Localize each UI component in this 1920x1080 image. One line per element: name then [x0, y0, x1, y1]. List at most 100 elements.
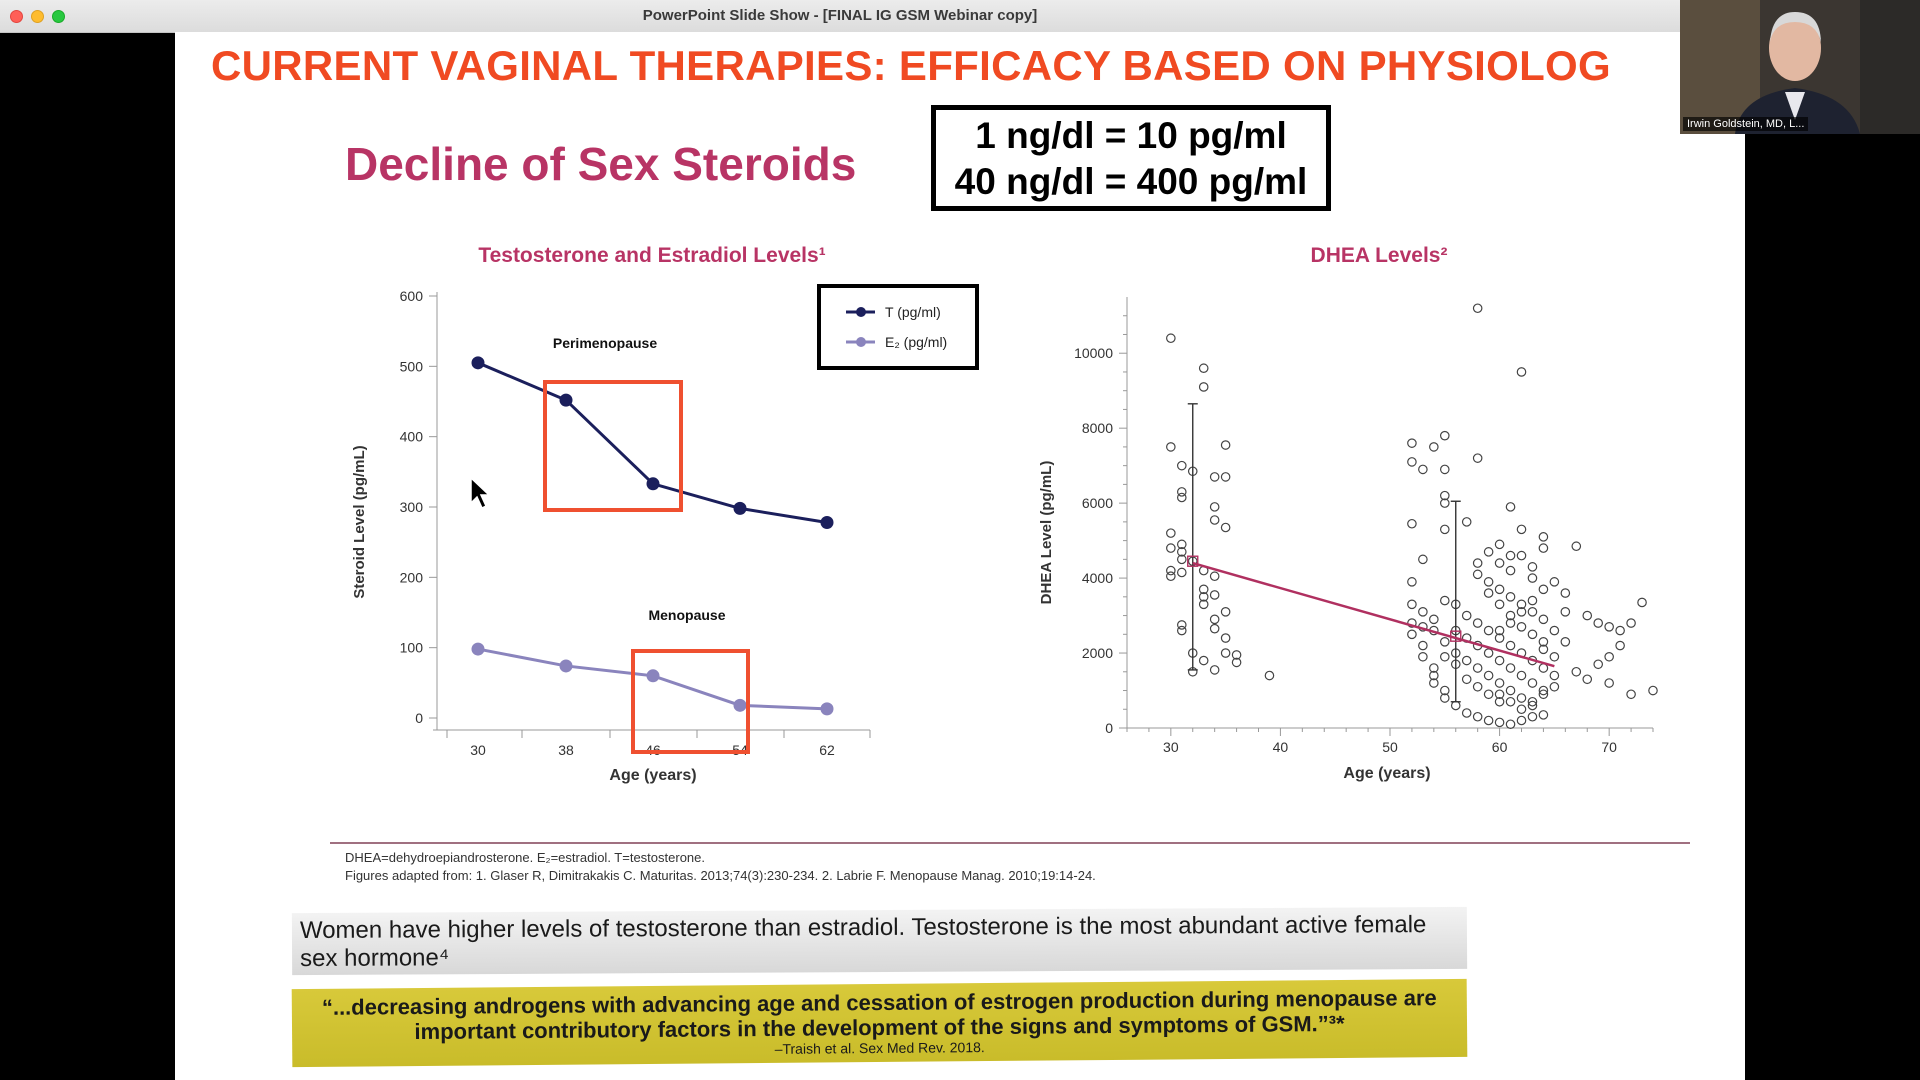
dhea-data-point: [1505, 663, 1516, 673]
dhea-data-point: [1494, 655, 1505, 666]
dhea-data-point: [1516, 704, 1527, 715]
chart2-y-axis-label: DHEA Level (pg/mL): [1038, 461, 1055, 605]
dhea-data-point: [1439, 685, 1450, 696]
chart1-series-line-t: [477, 361, 828, 524]
dhea-data-point: [1538, 689, 1549, 700]
dhea-data-point: [1516, 607, 1527, 617]
chart1-point-t: [733, 501, 747, 515]
chart2-x-tick-label: 40: [1273, 739, 1289, 755]
dhea-data-point: [1527, 595, 1538, 606]
chart1-x-tick-label: 62: [819, 742, 835, 758]
dhea-data-point: [1527, 696, 1538, 707]
dhea-data-point: [1560, 607, 1571, 617]
dhea-data-point: [1429, 442, 1439, 452]
chart2-x-tick-label: 60: [1492, 739, 1508, 755]
chart1-point-e2: [471, 642, 485, 656]
chart2-title: DHEA Levels²: [1311, 244, 1448, 267]
dhea-data-point: [1538, 644, 1549, 655]
dhea-data-point: [1505, 719, 1516, 730]
presentation-slide[interactable]: CURRENT VAGINAL THERAPIES: EFFICACY BASE…: [175, 32, 1745, 1080]
dhea-data-point: [1198, 599, 1209, 610]
dhea-data-point: [1176, 460, 1187, 471]
fullscreen-window-button[interactable]: [52, 10, 65, 23]
dhea-data-point: [1418, 554, 1428, 565]
dhea-data-point: [1604, 678, 1614, 688]
dhea-data-point: [1615, 625, 1625, 636]
window-title: PowerPoint Slide Show - [FINAL IG GSM We…: [642, 7, 1038, 24]
dhea-data-point: [1439, 430, 1450, 441]
dhea-data-point: [1571, 541, 1582, 552]
chart2-x-tick-label: 30: [1163, 739, 1179, 755]
menopause-highlight-box: [631, 649, 750, 754]
dhea-data-point: [1407, 577, 1417, 587]
dhea-data-point: [1429, 678, 1439, 688]
dhea-data-point: [1549, 670, 1560, 681]
dhea-data-point: [1166, 528, 1176, 538]
dhea-data-point: [1407, 629, 1417, 640]
dhea-data-point: [1472, 618, 1483, 628]
dhea-data-point: [1483, 670, 1494, 681]
footer-divider: [330, 842, 1690, 844]
dhea-data-point: [1494, 599, 1505, 610]
dhea-data-point: [1264, 670, 1275, 681]
dhea-data-point: [1220, 440, 1231, 450]
dhea-data-point: [1505, 640, 1516, 651]
dhea-data-point: [1220, 648, 1231, 658]
legend-t-marker: [856, 307, 866, 317]
dhea-data-point: [1604, 622, 1614, 632]
dhea-data-point: [1407, 518, 1417, 529]
chart1-title: Testosterone and Estradiol Levels¹: [478, 244, 825, 267]
dhea-data-point: [1209, 472, 1220, 482]
dhea-data-point: [1209, 571, 1220, 582]
participant-video-tile[interactable]: Irwin Goldstein, MD, L...: [1680, 0, 1920, 134]
dhea-data-point: [1527, 629, 1538, 640]
close-window-button[interactable]: [10, 10, 23, 23]
dhea-data-point: [1483, 625, 1494, 636]
dhea-data-point: [1176, 492, 1187, 503]
legend-e2-marker: [856, 337, 866, 347]
dhea-data-point: [1439, 464, 1450, 475]
dhea-data-point: [1571, 666, 1582, 677]
chart2-y-tick-label: 0: [1105, 720, 1113, 736]
dhea-data-point: [1549, 577, 1560, 587]
dhea-data-point: [1505, 502, 1516, 512]
dhea-data-point: [1538, 532, 1549, 542]
chart1-y-tick-label: 100: [400, 640, 424, 656]
chart2-x-tick-label: 50: [1382, 739, 1398, 755]
chart1-x-axis-label: Age (years): [609, 767, 696, 784]
dhea-data-point: [1461, 708, 1472, 718]
dhea-data-point: [1494, 584, 1505, 595]
chart1-point-e2: [820, 702, 834, 716]
dhea-data-point: [1166, 571, 1176, 582]
dhea-data-point: [1176, 487, 1187, 497]
chart2-y-tick-label: 4000: [1082, 570, 1113, 586]
dhea-data-point: [1505, 592, 1516, 602]
dhea-data-point: [1527, 607, 1538, 617]
chart1-point-t: [471, 356, 485, 370]
dhea-data-point: [1439, 498, 1450, 508]
chart1-point-e2: [559, 659, 573, 673]
dhea-data-point: [1220, 633, 1231, 643]
dhea-data-point: [1516, 524, 1527, 535]
dhea-data-point: [1198, 592, 1209, 602]
chart1-point-t: [559, 393, 573, 407]
dhea-data-point: [1461, 517, 1472, 527]
dhea-data-point: [1166, 565, 1176, 576]
charts-layer: Testosterone and Estradiol Levels¹ 0 100 20…: [351, 244, 1658, 784]
dhea-data-point: [1494, 625, 1505, 636]
dhea-data-point: [1166, 442, 1176, 452]
minimize-window-button[interactable]: [31, 10, 44, 23]
dhea-data-point: [1516, 550, 1527, 561]
dhea-data-point: [1560, 636, 1571, 647]
chart1-legend-box: [817, 284, 979, 370]
dhea-data-point: [1516, 670, 1527, 681]
dhea-data-point: [1538, 543, 1549, 553]
dhea-data-point: [1472, 453, 1483, 463]
conversion-line-2: 40 ng/dl = 400 pg/ml: [954, 161, 1308, 202]
dhea-data-point: [1538, 685, 1549, 696]
dhea-data-point: [1593, 618, 1604, 628]
dhea-data-point: [1549, 651, 1560, 662]
dhea-data-point: [1483, 715, 1494, 726]
dhea-data-point: [1527, 700, 1538, 711]
chart2-y-tick-label: 10000: [1074, 345, 1113, 361]
